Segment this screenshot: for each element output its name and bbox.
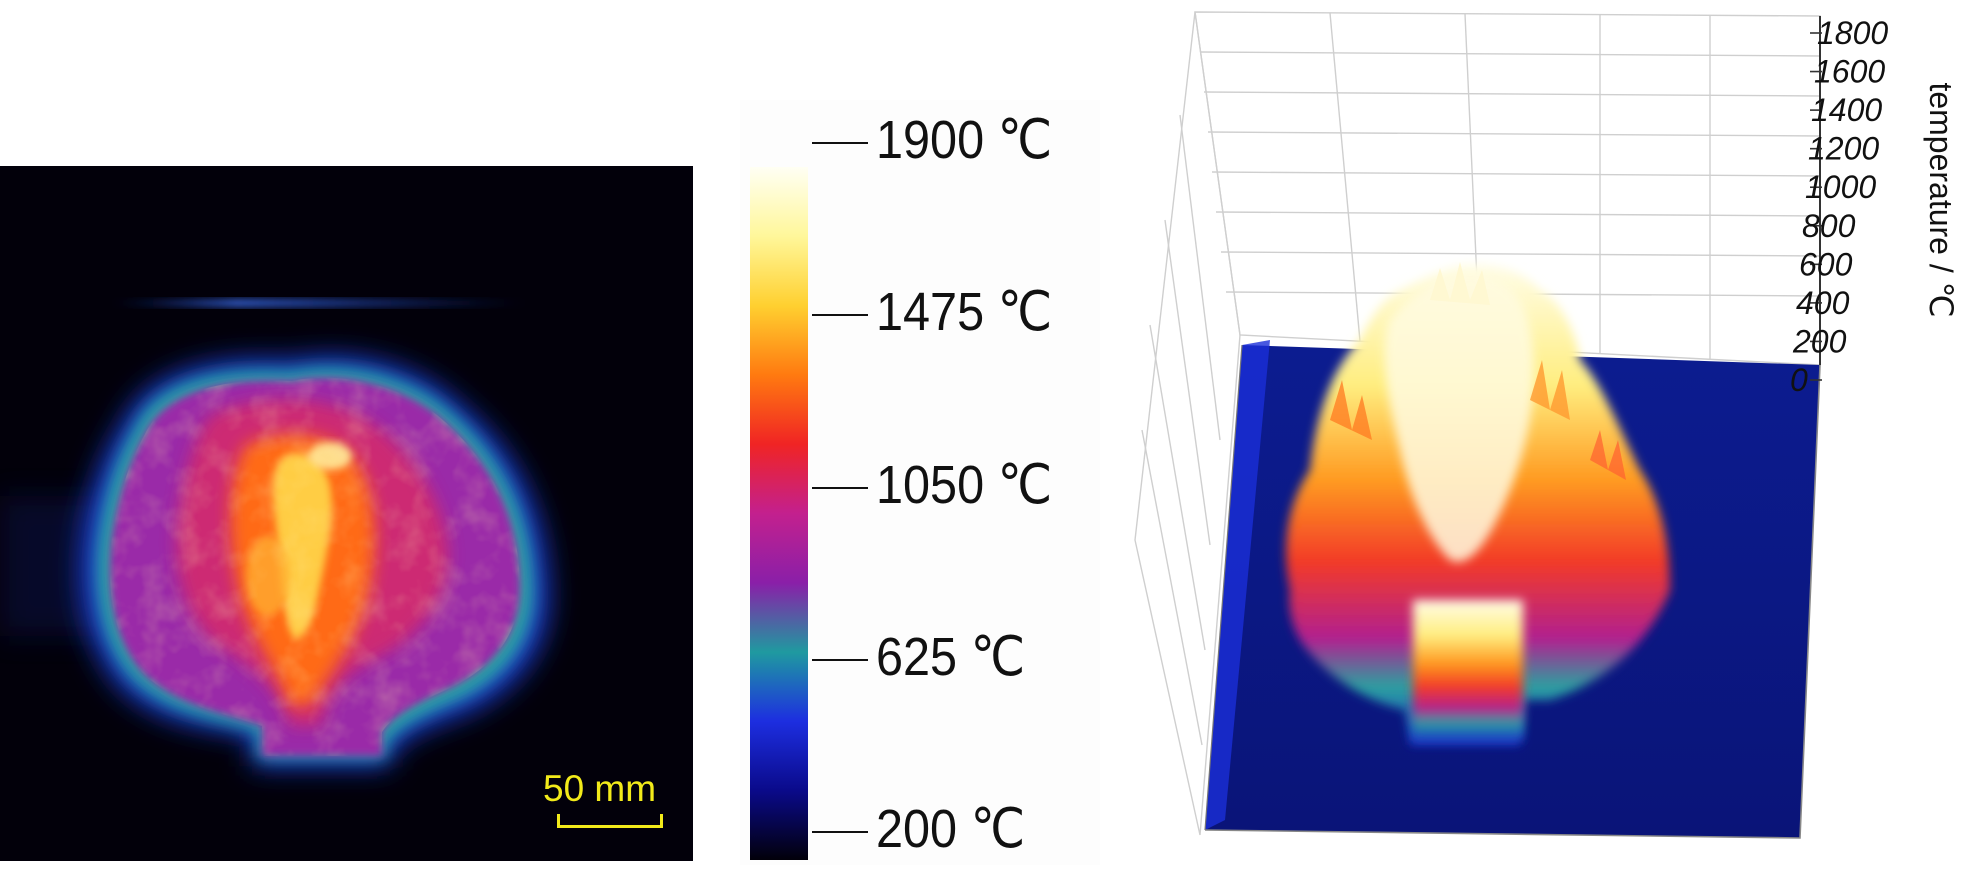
z-axis-tick-label: 1800 <box>1817 15 1888 51</box>
z-axis-tick-label: 1400 <box>1811 92 1882 128</box>
z-axis-tick-label: 200 <box>1792 323 1847 359</box>
z-axis-tick-label: 0 <box>1790 362 1808 398</box>
thermal-image-panel: 50 mm <box>0 166 693 861</box>
colorbar-label: 1900 ℃ <box>876 110 1053 170</box>
colorbar-label: 1475 ℃ <box>876 282 1053 343</box>
z-axis-tick-label: 600 <box>1799 246 1853 282</box>
z-axis-tick-label: 1000 <box>1805 169 1876 205</box>
z-axis-tick-label: 1600 <box>1814 54 1885 90</box>
scale-bar-label: 50 mm <box>543 768 657 809</box>
colorbar-label: 625 ℃ <box>876 626 1026 687</box>
colorbar-tick <box>812 486 868 489</box>
z-axis-tick-label: 400 <box>1796 285 1850 321</box>
colorbar-tick <box>812 314 868 317</box>
colorbar <box>750 167 808 860</box>
scale-bar <box>557 814 663 828</box>
z-axis-tick-label: 1200 <box>1808 131 1879 167</box>
surface-plot-panel: 0 200 400 600 800 1000 1200 1400 1600 1800 temper… <box>1130 0 1968 881</box>
colorbar-tick <box>812 142 868 144</box>
surface-grid <box>1134 11 1821 836</box>
colorbar-label: 1050 ℃ <box>876 454 1053 515</box>
z-axis-title: temperature / ℃ <box>1923 82 1959 317</box>
colorbar-tick <box>812 831 868 833</box>
thermal-image <box>0 299 549 766</box>
colorbar-tick <box>812 658 868 661</box>
colorbar-label: 200 ℃ <box>876 799 1026 859</box>
z-axis-tick-label: 800 <box>1802 208 1856 244</box>
surface-peak <box>1286 262 1670 745</box>
